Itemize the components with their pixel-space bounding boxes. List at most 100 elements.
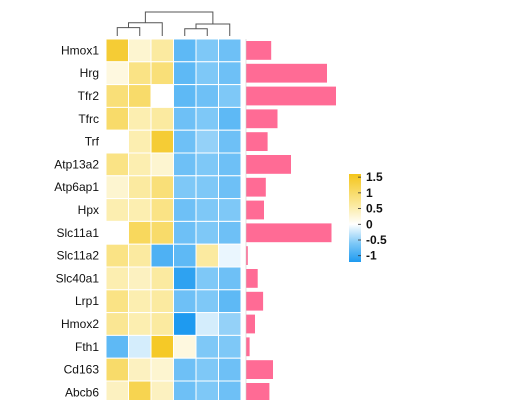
annotation-bar — [246, 223, 332, 243]
heatmap-cell — [173, 152, 197, 177]
heatmap-cell — [195, 198, 219, 222]
heatmap-cell — [218, 380, 242, 400]
heatmap-cell — [195, 357, 219, 382]
heatmap-cell — [105, 175, 129, 200]
heatmap-cell — [218, 312, 242, 336]
heatmap-cell — [195, 61, 219, 86]
heatmap-cell — [128, 198, 152, 222]
heatmap-cell — [195, 106, 219, 131]
heatmap-cell — [173, 289, 197, 314]
heatmap-cell — [150, 84, 174, 108]
heatmap-cell — [218, 289, 242, 314]
row-bar-annotation — [245, 39, 336, 400]
heatmap-cell — [195, 175, 219, 200]
heatmap-cell — [173, 220, 197, 245]
heatmap-cell — [150, 357, 174, 382]
row-label: Lrp1 — [75, 294, 99, 308]
heatmap-cell — [150, 152, 174, 177]
heatmap-cell — [150, 38, 174, 63]
annotation-bar — [246, 63, 327, 83]
heatmap-cell — [150, 380, 174, 400]
heatmap-cell — [105, 289, 129, 314]
dendrogram-branch — [144, 11, 214, 24]
annotation-bar — [246, 383, 270, 400]
heatmap-cell — [218, 243, 242, 268]
row-labels: Hmox1 Hrg Tfr2 Tfrc Trf Atp13a2 Atp6ap1 Hpx Slc1… — [54, 43, 99, 399]
heatmap-cell — [128, 243, 152, 268]
heatmap-cell — [128, 38, 152, 63]
heatmap-cell — [173, 334, 197, 359]
row-label: Hmox2 — [61, 317, 99, 331]
heatmap-cell — [218, 152, 242, 177]
heatmap-cell — [195, 312, 219, 336]
heatmap-cell — [128, 84, 152, 108]
row-label: Fth1 — [75, 340, 99, 354]
heatmap-cell — [218, 334, 242, 359]
annotation-bar — [246, 86, 336, 106]
heatmap-cell — [128, 266, 152, 291]
color-legend: 1.5 1 0.50 -0.5 -1 — [349, 170, 387, 263]
annotation-bar — [246, 155, 291, 174]
heatmap-cell — [218, 61, 242, 86]
heatmap-cell — [173, 198, 197, 222]
heatmap-cell — [150, 129, 174, 154]
heatmap-cells — [105, 38, 242, 400]
row-label: Trf — [85, 135, 100, 149]
dendrogram-branch — [195, 23, 231, 36]
heatmap-cell — [128, 289, 152, 314]
heatmap-cell — [218, 38, 242, 63]
heatmap-cell — [218, 357, 242, 382]
heatmap-cell — [173, 106, 197, 131]
heatmap-cell — [105, 243, 129, 268]
row-label: Hpx — [78, 203, 99, 217]
heatmap-cell — [195, 38, 219, 63]
heatmap-cell — [150, 198, 174, 222]
row-label: Slc11a1 — [57, 226, 100, 240]
heatmap-cell — [150, 220, 174, 245]
row-label: Tfrc — [78, 112, 99, 126]
row-label: Tfr2 — [78, 89, 100, 103]
heatmap-cell — [105, 266, 129, 291]
heatmap-cell — [105, 106, 129, 131]
row-label: Slc11a2 — [57, 249, 100, 263]
row-label: Atp13a2 — [54, 157, 99, 171]
heatmap-cell — [218, 106, 242, 131]
heatmap-cell — [173, 84, 197, 108]
annotation-bar — [246, 360, 273, 379]
heatmap-cell — [128, 152, 152, 177]
heatmap-cell — [173, 357, 197, 382]
heatmap-cell — [218, 266, 242, 291]
heatmap-cell — [218, 175, 242, 200]
heatmap-cell — [173, 175, 197, 200]
legend-tick-label: 1 — [366, 186, 373, 200]
annotation-bar — [246, 314, 255, 334]
heatmap-cell — [195, 243, 219, 268]
annotation-bar — [246, 200, 264, 220]
annotation-bar — [246, 109, 278, 129]
heatmap-cell — [195, 334, 219, 359]
heatmap-cell — [105, 61, 129, 86]
legend-tick-label: 0 — [366, 217, 373, 231]
legend-tick-label: -0.5 — [366, 233, 387, 247]
heatmap-cell — [150, 334, 174, 359]
heatmap-cell — [150, 266, 174, 291]
column-dendrogram — [116, 11, 231, 36]
annotation-bar — [246, 269, 258, 288]
heatmap-cell — [173, 38, 197, 63]
heatmap-cell — [218, 84, 242, 108]
heatmap-cell — [173, 61, 197, 86]
heatmap-cell — [150, 175, 174, 200]
heatmap-cell — [105, 129, 129, 154]
heatmap-cell — [128, 106, 152, 131]
heatmap-cell — [128, 220, 152, 245]
heatmap-cell — [128, 334, 152, 359]
legend-tick-label: 0.5 — [366, 202, 383, 216]
heatmap-cell — [105, 84, 129, 108]
heatmap-cell — [150, 106, 174, 131]
heatmap-cell — [218, 220, 242, 245]
annotation-bar — [246, 291, 264, 311]
annotation-bar — [246, 41, 272, 60]
heatmap-cell — [105, 38, 129, 63]
heatmap-cell — [173, 380, 197, 400]
